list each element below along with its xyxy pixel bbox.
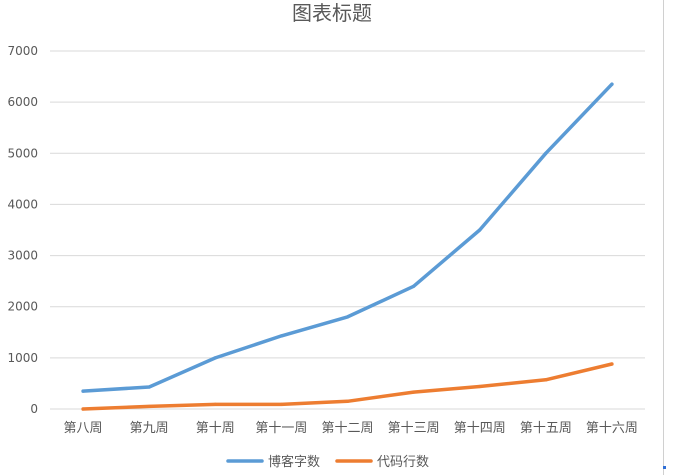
y-tick-label: 5000 <box>7 146 38 160</box>
data-point <box>213 356 217 360</box>
x-tick-label: 第十四周 <box>454 421 506 436</box>
data-point <box>610 82 614 86</box>
x-tick-label: 第十六周 <box>586 421 638 436</box>
data-point <box>213 402 217 406</box>
line-chart: 图表标题 0 1000 2000 3000 4000 5000 6000 7000 第八周 第九… <box>7 1 645 470</box>
data-point <box>279 402 283 406</box>
series-line-1 <box>81 82 614 393</box>
y-tick-label: 2000 <box>7 300 38 314</box>
y-tick-label: 4000 <box>7 197 38 211</box>
chart-title: 图表标题 <box>292 1 372 25</box>
x-tick-label: 第九周 <box>130 421 169 436</box>
data-point <box>147 404 151 409</box>
y-tick-label: 6000 <box>7 95 38 109</box>
x-tick-label: 第十三周 <box>388 421 440 436</box>
data-point <box>478 384 482 389</box>
data-point <box>279 334 283 338</box>
data-point <box>412 284 416 288</box>
resize-handle[interactable] <box>663 466 666 469</box>
data-point <box>345 399 350 403</box>
data-point <box>544 151 548 155</box>
legend-label: 代码行数 <box>377 455 429 470</box>
legend: 博客字数 代码行数 <box>226 454 429 470</box>
data-point <box>412 390 416 394</box>
window-border <box>663 0 664 475</box>
gridlines <box>50 50 645 410</box>
data-point <box>478 228 482 232</box>
series-lines <box>81 82 614 411</box>
data-point <box>610 362 614 366</box>
x-tick-label: 第十周 <box>196 421 235 436</box>
x-tick-label: 第十二周 <box>321 421 373 436</box>
legend-label: 博客字数 <box>268 454 320 470</box>
data-point <box>81 407 85 411</box>
x-axis-ticks: 第八周 第九周 第十周 第十一周 第十二周 第十三周 第十四周 第十五周 第十六周 <box>64 421 638 436</box>
data-point <box>345 315 350 319</box>
x-tick-label: 第八周 <box>64 421 103 436</box>
y-axis-ticks: 0 1000 2000 3000 4000 5000 6000 7000 <box>7 44 38 416</box>
data-point <box>147 385 151 389</box>
data-point <box>544 378 548 382</box>
data-point <box>81 389 85 393</box>
y-tick-label: 0 <box>30 402 38 416</box>
x-tick-label: 第十一周 <box>255 421 307 436</box>
x-tick-label: 第十五周 <box>520 421 572 436</box>
y-tick-label: 3000 <box>7 249 38 263</box>
y-tick-label: 7000 <box>7 44 38 58</box>
y-tick-label: 1000 <box>7 351 38 365</box>
